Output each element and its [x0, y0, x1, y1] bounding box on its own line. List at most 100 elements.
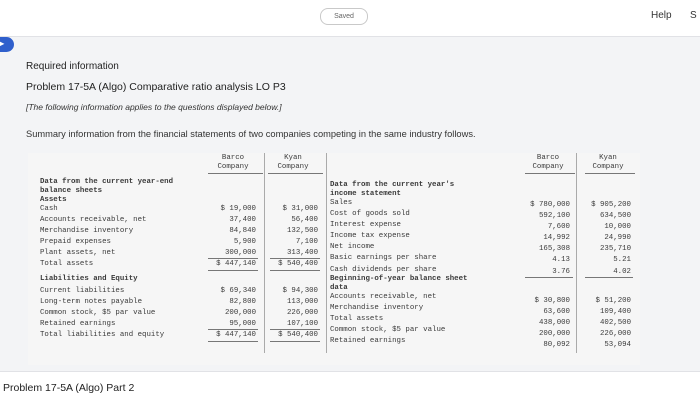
- total-underline: [270, 329, 320, 330]
- kyan-value: 4.02: [613, 268, 631, 276]
- part2-heading: Problem 17-5A (Algo) Part 2: [3, 382, 135, 394]
- section-title: income statement: [330, 190, 401, 198]
- total-underline: [268, 173, 323, 174]
- row-label: Plant assets, net: [40, 249, 116, 257]
- column-divider: [576, 153, 577, 353]
- row-label: Total assets: [330, 315, 384, 323]
- barco-value: 200,000: [224, 309, 256, 317]
- total-underline: [208, 258, 258, 259]
- section-title: balance sheets: [40, 187, 103, 195]
- barco-value: 84,840: [229, 227, 256, 235]
- section-title: Data from the current year's: [330, 181, 455, 189]
- kyan-value: 313,400: [286, 249, 318, 257]
- kyan-value: $ 94,300: [282, 287, 318, 295]
- barco-value: $ 447,140: [216, 331, 256, 339]
- row-label: Income tax expense: [330, 232, 410, 240]
- section-title: data: [330, 284, 348, 292]
- barco-value: 300,000: [224, 249, 256, 257]
- total-underline: [208, 329, 258, 330]
- kyan-value: 402,500: [599, 319, 631, 327]
- barco-value: 200,000: [538, 330, 570, 338]
- row-label: Basic earnings per share: [330, 254, 437, 262]
- kyan-value: 5.21: [613, 256, 631, 264]
- row-label: Total liabilities and equity: [40, 331, 165, 339]
- kyan-value: 53,094: [604, 341, 631, 349]
- column-header-kyan: Kyan: [599, 154, 617, 162]
- total-underline: [208, 173, 263, 174]
- column-header-barco: Company: [217, 163, 249, 171]
- total-underline: [208, 270, 258, 271]
- kyan-value: $ 540,400: [278, 260, 318, 268]
- row-label: Retained earnings: [40, 320, 116, 328]
- total-underline: [585, 277, 633, 278]
- row-label: Current liabilities: [40, 287, 125, 295]
- kyan-value: 226,000: [286, 309, 318, 317]
- column-header-kyan: Company: [592, 163, 624, 171]
- kyan-value: 7,100: [295, 238, 318, 246]
- total-underline: [525, 173, 575, 174]
- barco-value: 7,600: [547, 223, 570, 231]
- barco-value: 95,000: [229, 320, 256, 328]
- info-note: [The following information applies to th…: [26, 102, 282, 112]
- kyan-value: $ 905,200: [591, 201, 631, 209]
- column-header-kyan: Kyan: [284, 154, 302, 162]
- barco-value: $ 780,000: [530, 201, 570, 209]
- kyan-value: 107,100: [286, 320, 318, 328]
- barco-value: 438,000: [538, 319, 570, 327]
- top-bar: Saved Help S: [0, 0, 700, 34]
- kyan-value: 634,500: [599, 212, 631, 220]
- column-divider: [326, 153, 327, 353]
- bookmark-icon: ▸: [0, 39, 5, 48]
- total-underline: [270, 341, 320, 342]
- section-title: Assets: [40, 196, 67, 204]
- column-header-barco: Company: [532, 163, 564, 171]
- barco-value: 165,308: [538, 245, 570, 253]
- kyan-value: 109,400: [599, 308, 631, 316]
- row-label: Accounts receivable, net: [330, 293, 437, 301]
- required-info-heading: Required information: [26, 61, 119, 72]
- question-number-badge[interactable]: ▸: [0, 37, 14, 52]
- total-underline: [525, 277, 573, 278]
- row-label: Merchandise inventory: [330, 304, 424, 312]
- total-underline: [585, 173, 635, 174]
- kyan-value: $ 31,000: [282, 205, 318, 213]
- barco-value: 5,900: [233, 238, 256, 246]
- summary-text: Summary information from the financial s…: [26, 129, 476, 139]
- row-label: Cost of goods sold: [330, 210, 410, 218]
- barco-value: 63,600: [543, 308, 570, 316]
- kyan-value: 24,990: [604, 234, 631, 242]
- barco-value: $ 19,000: [220, 205, 256, 213]
- section-title: Beginning-of-year balance sheet: [330, 275, 468, 283]
- barco-value: 37,400: [229, 216, 256, 224]
- barco-value: 4.13: [552, 256, 570, 264]
- barco-value: 14,992: [543, 234, 570, 242]
- barco-value: 592,100: [538, 212, 570, 220]
- row-label: Retained earnings: [330, 337, 406, 345]
- problem-title: Problem 17-5A (Algo) Comparative ratio a…: [26, 81, 286, 93]
- row-label: Cash dividends per share: [330, 266, 437, 274]
- question-panel: ▸ Required information Problem 17-5A (Al…: [0, 36, 700, 372]
- save-exit-link[interactable]: S: [690, 10, 697, 21]
- row-label: Prepaid expenses: [40, 238, 111, 246]
- section-title: Data from the current year-end: [40, 178, 174, 186]
- total-underline: [270, 258, 320, 259]
- row-label: Merchandise inventory: [40, 227, 134, 235]
- row-label: Net income: [330, 243, 375, 251]
- row-label: Interest expense: [330, 221, 401, 229]
- kyan-value: $ 540,400: [278, 331, 318, 339]
- row-label: Accounts receivable, net: [40, 216, 147, 224]
- barco-value: $ 30,800: [534, 297, 570, 305]
- kyan-value: 10,000: [604, 223, 631, 231]
- column-header-barco: Barco: [536, 154, 560, 162]
- kyan-value: 235,710: [599, 245, 631, 253]
- column-divider: [264, 153, 265, 353]
- column-header-kyan: Company: [277, 163, 309, 171]
- kyan-value: $ 51,200: [595, 297, 631, 305]
- saved-status-badge: Saved: [320, 8, 368, 25]
- row-label: Common stock, $5 par value: [40, 309, 156, 317]
- kyan-value: 132,500: [286, 227, 318, 235]
- help-link[interactable]: Help: [651, 10, 672, 21]
- kyan-value: 113,000: [286, 298, 318, 306]
- row-label: Total assets: [40, 260, 94, 268]
- section-title: Liabilities and Equity: [40, 275, 138, 283]
